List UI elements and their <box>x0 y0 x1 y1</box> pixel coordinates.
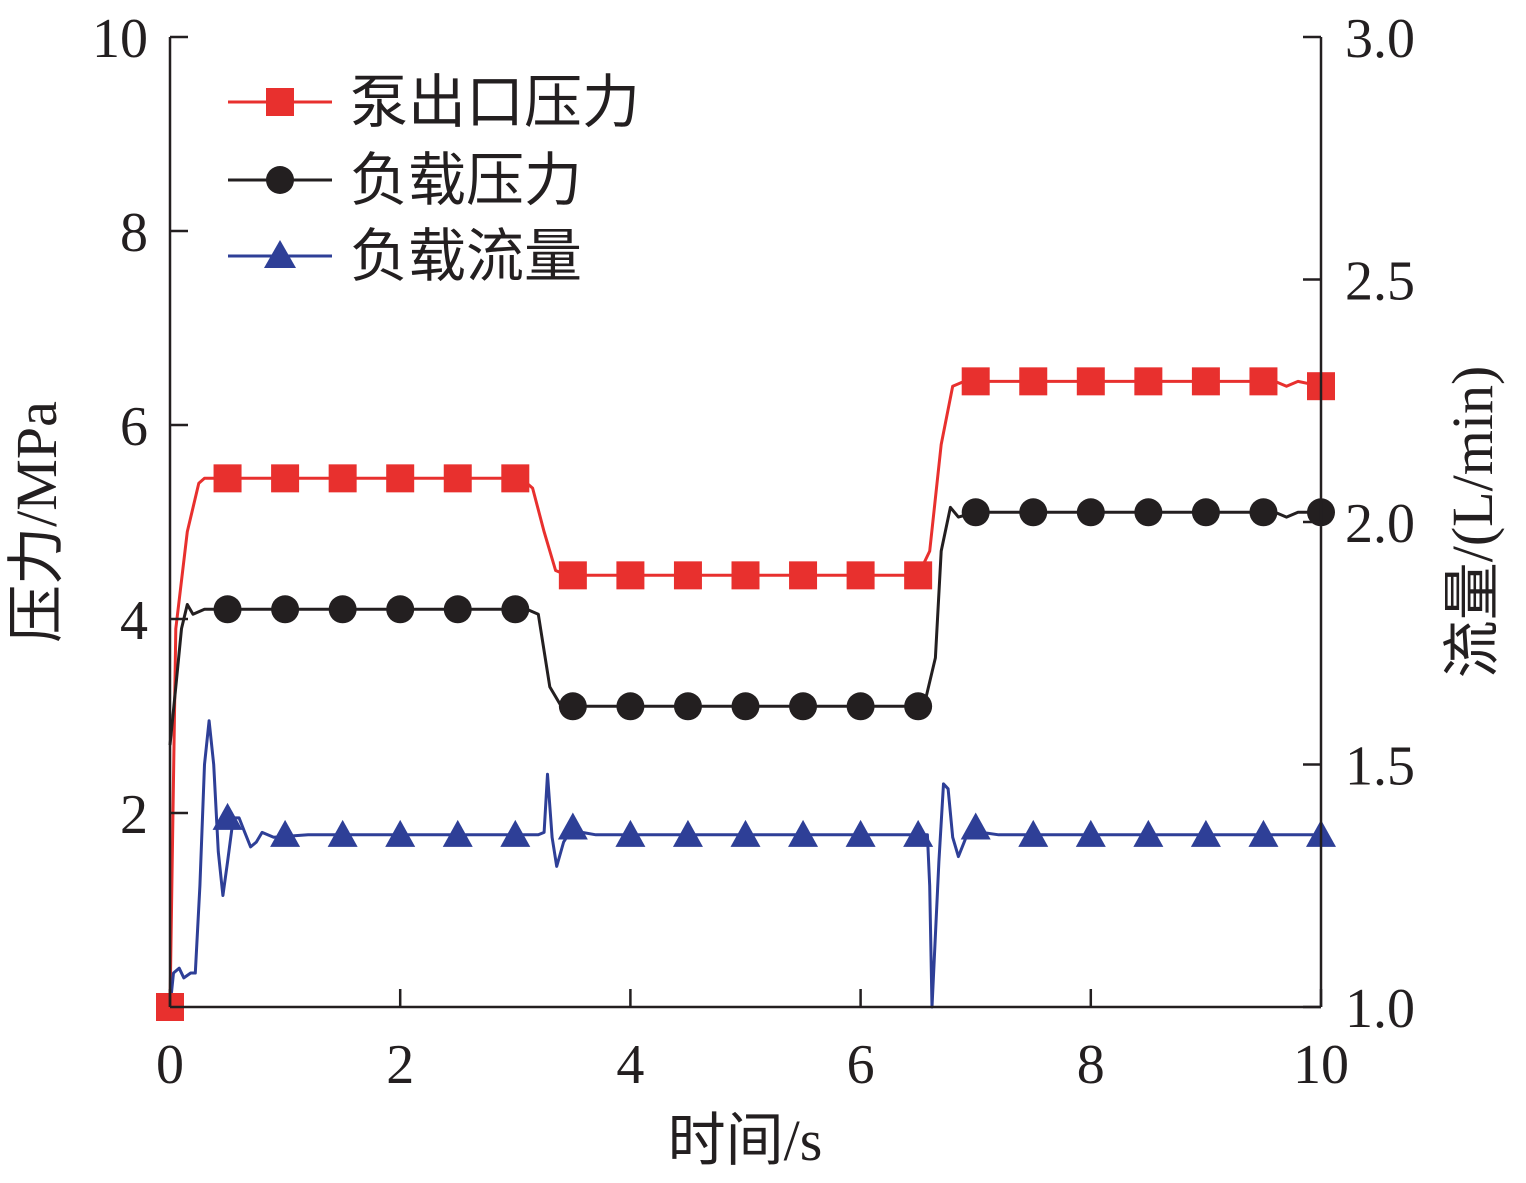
x-axis-title: 时间/s <box>668 1108 823 1173</box>
circle-marker <box>501 595 530 624</box>
square-marker <box>1191 367 1220 396</box>
square-marker <box>328 464 357 493</box>
circle-marker <box>1019 498 1048 527</box>
triangle-marker <box>672 819 703 847</box>
circle-marker <box>616 692 645 721</box>
triangle-marker <box>960 812 991 840</box>
left-y-tick-label: 8 <box>120 202 148 264</box>
left-y-tick-label: 4 <box>120 590 148 652</box>
legend-item-load-flow: 负载流量 <box>228 224 582 289</box>
ticks <box>168 35 1323 1009</box>
circle-marker <box>328 595 357 624</box>
triangle-marker <box>903 819 934 847</box>
circle-marker <box>846 692 875 721</box>
circle-marker <box>731 692 760 721</box>
series-line-2 <box>168 719 1321 1009</box>
x-tick-label: 6 <box>847 1034 875 1096</box>
legend-square-marker <box>266 88 294 116</box>
left-y-axis-title: 压力/MPa <box>4 401 69 643</box>
square-marker <box>443 464 472 493</box>
triangle-marker <box>845 819 876 847</box>
circle-marker <box>961 498 990 527</box>
right-y-tick-label: 2.0 <box>1345 493 1415 555</box>
square-marker <box>271 464 300 493</box>
triangle-marker <box>327 819 358 847</box>
legend-circle-marker <box>266 166 294 194</box>
square-marker <box>213 464 242 493</box>
square-marker <box>731 561 760 590</box>
plot-markers <box>156 367 1336 1021</box>
triangle-marker <box>1018 819 1049 847</box>
square-marker <box>673 561 702 590</box>
right-y-tick-label: 3.0 <box>1345 8 1415 70</box>
triangle-marker <box>1133 819 1164 847</box>
circle-marker <box>558 692 587 721</box>
square-marker <box>1134 367 1163 396</box>
circle-marker <box>271 595 300 624</box>
triangle-marker <box>1190 819 1221 847</box>
x-tick-label: 2 <box>386 1034 414 1096</box>
legend-label-load-pressure: 负载压力 <box>350 148 582 213</box>
triangle-marker <box>788 819 819 847</box>
triangle-marker <box>1248 819 1279 847</box>
triangle-marker <box>385 819 416 847</box>
triangle-marker <box>730 819 761 847</box>
circle-marker <box>1076 498 1105 527</box>
circle-marker <box>904 692 933 721</box>
legend-label-load-flow: 负载流量 <box>350 224 582 289</box>
triangle-marker <box>212 802 243 830</box>
square-marker <box>904 561 933 590</box>
x-tick-label: 4 <box>616 1034 644 1096</box>
circle-marker <box>443 595 472 624</box>
square-marker <box>386 464 415 493</box>
circle-marker <box>1249 498 1278 527</box>
square-marker <box>846 561 875 590</box>
left-y-tick-label: 2 <box>120 784 148 846</box>
circle-marker <box>789 692 818 721</box>
legend: 泵出口压力 负载压力 负载流量 <box>228 70 640 289</box>
legend-item-pump-outlet-pressure: 泵出口压力 <box>228 70 640 135</box>
right-y-tick-label: 1.0 <box>1345 978 1415 1040</box>
triangle-marker <box>270 819 301 847</box>
square-marker <box>1076 367 1105 396</box>
right-y-axis-title: 流量/(L/min) <box>1440 366 1505 679</box>
circle-marker <box>1191 498 1220 527</box>
circle-marker <box>673 692 702 721</box>
triangle-marker <box>1075 819 1106 847</box>
square-marker <box>1249 367 1278 396</box>
legend-triangle-marker <box>264 240 296 268</box>
triangle-marker <box>615 819 646 847</box>
left-y-tick-label: 10 <box>92 8 148 70</box>
x-tick-label: 10 <box>1293 1034 1349 1096</box>
legend-label-pump-outlet-pressure: 泵出口压力 <box>350 70 640 135</box>
circle-marker <box>386 595 415 624</box>
right-y-tick-label: 2.5 <box>1345 251 1415 313</box>
square-marker <box>789 561 818 590</box>
circle-marker <box>213 595 242 624</box>
triangle-marker <box>500 819 531 847</box>
triangle-marker <box>557 812 588 840</box>
right-y-tick-label: 1.5 <box>1345 736 1415 798</box>
square-marker <box>1019 367 1048 396</box>
x-tick-label: 8 <box>1077 1034 1105 1096</box>
square-marker <box>616 561 645 590</box>
circle-marker <box>1134 498 1163 527</box>
square-marker <box>558 561 587 590</box>
square-marker <box>961 367 990 396</box>
legend-item-load-pressure: 负载压力 <box>228 148 582 213</box>
triangle-marker <box>442 819 473 847</box>
x-tick-label: 0 <box>156 1034 184 1096</box>
left-y-tick-label: 6 <box>120 396 148 458</box>
square-marker <box>501 464 530 493</box>
